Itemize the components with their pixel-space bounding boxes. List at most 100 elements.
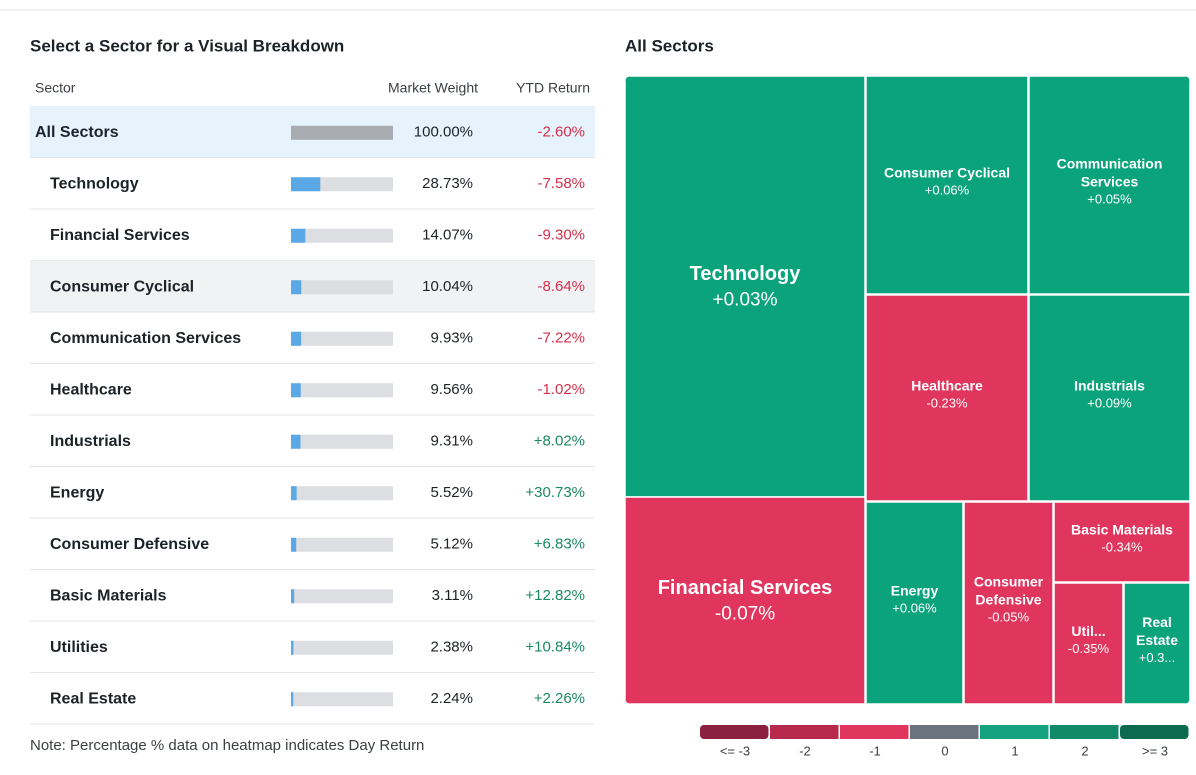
- heatmap-tile[interactable]: Consumer Defensive-0.05%: [963, 501, 1054, 704]
- legend-label: 0: [941, 743, 948, 758]
- sector-name: Industrials: [50, 433, 131, 450]
- tile-name: Consumer: [974, 574, 1044, 590]
- weight-value: 14.07%: [422, 227, 473, 244]
- tile-bg: [625, 496, 866, 704]
- ytd-value: +2.26%: [534, 690, 585, 707]
- sector-row[interactable]: Energy 5.52% +30.73%: [30, 484, 595, 519]
- weight-track: [291, 486, 393, 501]
- tile-name: Healthcare: [911, 378, 983, 394]
- sector-row[interactable]: Real Estate 2.24% +2.26%: [30, 690, 595, 725]
- weight-value: 9.56%: [430, 381, 473, 398]
- tile-bg: [1123, 582, 1190, 704]
- tile-name: Util...: [1071, 623, 1105, 639]
- heatmap-tile[interactable]: Communication Services+0.05%: [1028, 76, 1190, 295]
- tile-change: -0.34%: [1101, 539, 1143, 554]
- ytd-value: -7.58%: [537, 175, 585, 192]
- sector-row[interactable]: Communication Services 9.93% -7.22%: [30, 330, 595, 364]
- tile-name: Financial Services: [658, 577, 833, 599]
- tile-name: Energy: [891, 583, 939, 599]
- weight-bar: [291, 383, 301, 398]
- tile-change: -0.35%: [1068, 641, 1110, 656]
- sector-name: Financial Services: [50, 227, 190, 244]
- tile-bg: [1028, 294, 1190, 502]
- heatmap-tile[interactable]: Healthcare-0.23%: [865, 294, 1029, 502]
- tile-name: Services: [1081, 174, 1139, 190]
- sector-name: Technology: [50, 175, 139, 192]
- weight-bar: [291, 589, 295, 604]
- tile-bg: [865, 501, 964, 704]
- header-ytd: YTD Return: [516, 80, 590, 96]
- sector-row[interactable]: Consumer Cyclical 10.04% -8.64%: [30, 260, 595, 313]
- heatmap-tile[interactable]: Financial Services -0.07%: [625, 496, 866, 704]
- heatmap-tile[interactable]: Industrials+0.09%: [1028, 294, 1190, 502]
- weight-track: [291, 640, 393, 655]
- weight-value: 9.93%: [430, 330, 473, 347]
- ytd-value: -9.30%: [537, 227, 585, 244]
- sector-name: Consumer Cyclical: [50, 278, 194, 295]
- weight-track: [291, 692, 393, 707]
- tile-bg: [1053, 582, 1124, 704]
- legend-label: -1: [869, 743, 881, 758]
- ytd-value: +12.82%: [525, 587, 585, 604]
- legend-label: <= -3: [720, 743, 750, 758]
- tile-change: -0.23%: [926, 395, 968, 410]
- weight-track: [291, 589, 393, 604]
- tile-bg: [865, 294, 1029, 502]
- sector-name: Consumer Defensive: [50, 536, 209, 553]
- heatmap-tile[interactable]: Energy+0.06%: [865, 501, 964, 704]
- header-weight: Market Weight: [388, 80, 478, 96]
- tile-change: +0.06%: [925, 182, 970, 197]
- tile-bg: [1028, 76, 1190, 295]
- sector-name: Energy: [50, 484, 104, 501]
- sector-name: Utilities: [50, 639, 108, 656]
- tile-change: +0.05%: [1087, 191, 1132, 206]
- sector-row[interactable]: Basic Materials 3.11% +12.82%: [30, 587, 595, 622]
- weight-value: 10.04%: [422, 278, 473, 295]
- sector-name: Real Estate: [50, 690, 136, 707]
- legend-swatch: [1120, 725, 1189, 739]
- heatmap-tile[interactable]: Util... -0.35%: [1053, 582, 1124, 704]
- panel-title: Select a Sector for a Visual Breakdown: [30, 36, 344, 55]
- weight-value: 9.31%: [430, 433, 473, 450]
- header-sector: Sector: [35, 80, 76, 96]
- tile-change: -0.05%: [988, 609, 1030, 624]
- ytd-value: +6.83%: [534, 536, 585, 553]
- weight-bar: [291, 177, 321, 192]
- weight-value: 3.11%: [432, 587, 473, 604]
- note: Note: Percentage % data on heatmap indic…: [30, 737, 424, 754]
- tile-name: Estate: [1136, 632, 1178, 648]
- sector-row[interactable]: Industrials 9.31% +8.02%: [30, 433, 595, 467]
- tile-change: -0.07%: [715, 604, 775, 625]
- sector-name: Healthcare: [50, 381, 132, 398]
- heatmap-tile[interactable]: Technology +0.03%: [625, 76, 866, 498]
- sector-row[interactable]: Utilities 2.38% +10.84%: [30, 639, 595, 673]
- weight-bar: [291, 331, 302, 346]
- tile-name: Technology: [690, 263, 802, 285]
- legend-label: -2: [799, 743, 811, 758]
- weight-value: 2.24%: [430, 690, 473, 707]
- weight-track: [291, 434, 393, 449]
- tile-change: +0.09%: [1087, 395, 1132, 410]
- ytd-value: +30.73%: [525, 484, 585, 501]
- legend-swatch: [700, 725, 769, 739]
- tile-name: Industrials: [1074, 378, 1145, 394]
- legend-label: >= 3: [1142, 743, 1168, 758]
- weight-track: [291, 228, 393, 243]
- ytd-value: +10.84%: [525, 639, 585, 656]
- weight-bar: [291, 434, 301, 449]
- ytd-value: -1.02%: [537, 381, 585, 398]
- legend-swatch: [910, 725, 979, 739]
- heatmap-tile[interactable]: Basic Materials-0.34%: [1053, 501, 1190, 583]
- heatmap-tile[interactable]: Consumer Cyclical+0.06%: [865, 76, 1029, 295]
- weight-bar: [291, 280, 302, 295]
- weight-value: 5.12%: [430, 536, 473, 553]
- sector-row[interactable]: Technology 28.73% -7.58%: [30, 175, 595, 210]
- weight-track: [291, 331, 393, 346]
- sector-row[interactable]: Consumer Defensive 5.12% +6.83%: [30, 536, 595, 570]
- heatmap-tile[interactable]: Real Estate +0.3...: [1123, 582, 1190, 704]
- sector-row[interactable]: Healthcare 9.56% -1.02%: [30, 381, 595, 416]
- sector-row[interactable]: All Sectors 100.00% -2.60%: [30, 106, 595, 158]
- sector-row[interactable]: Financial Services 14.07% -9.30%: [30, 227, 595, 261]
- weight-bar: [291, 228, 306, 243]
